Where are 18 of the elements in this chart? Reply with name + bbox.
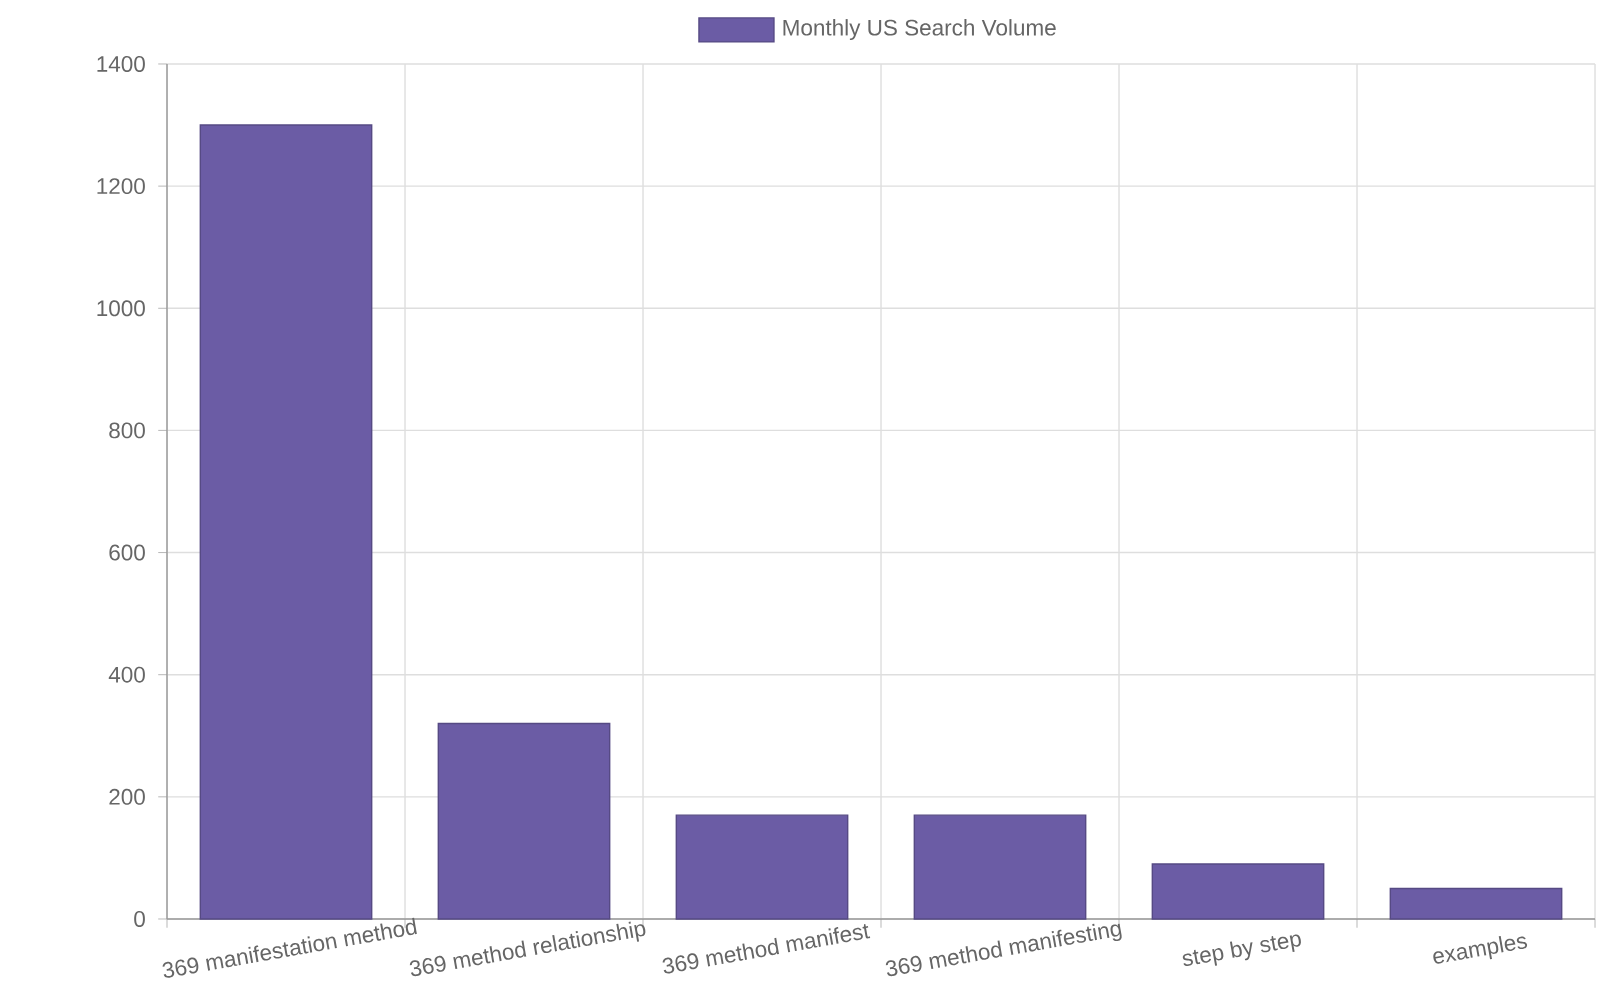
y-tick-label: 1200 bbox=[97, 178, 145, 195]
bar bbox=[675, 814, 849, 920]
x-tick-label: 369 method manifesting bbox=[885, 923, 1122, 977]
bar bbox=[437, 722, 611, 920]
y-tick-label: 0 bbox=[134, 911, 145, 927]
y-tick-label: 200 bbox=[109, 788, 145, 805]
bar bbox=[1151, 863, 1325, 920]
bar bbox=[1389, 887, 1563, 920]
y-tick-label: 600 bbox=[109, 544, 145, 561]
y-tick-label: 800 bbox=[109, 422, 145, 439]
x-tick-label: 369 method manifest bbox=[662, 923, 871, 974]
x-tick-label: step by step bbox=[1182, 934, 1301, 966]
y-tick-label: 1000 bbox=[97, 300, 145, 317]
legend-label: Monthly US Search Volume bbox=[783, 19, 1056, 41]
bar bbox=[913, 814, 1087, 920]
y-tick-label: 400 bbox=[108, 666, 145, 683]
y-tick-label: 1400 bbox=[97, 56, 145, 72]
x-tick-label: examples bbox=[1433, 935, 1528, 964]
